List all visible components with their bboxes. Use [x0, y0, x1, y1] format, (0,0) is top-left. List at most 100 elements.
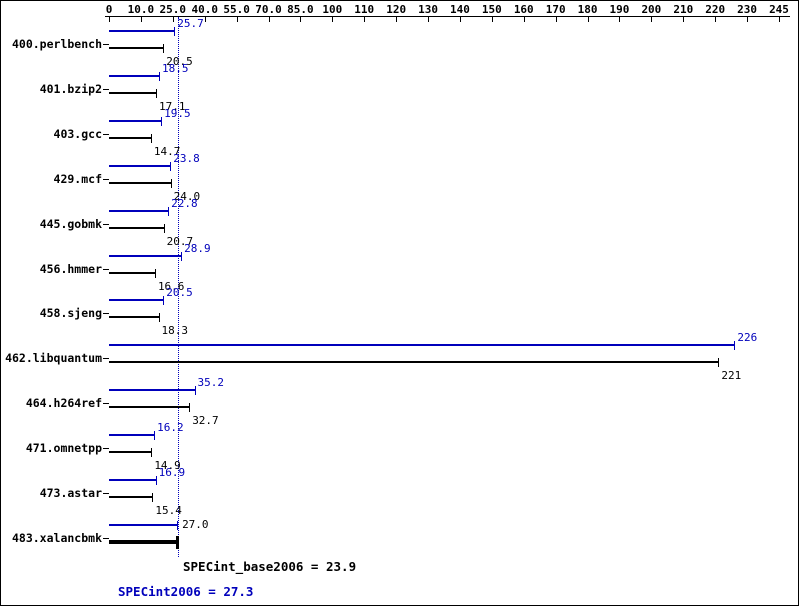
axis-tick-mark — [460, 16, 461, 22]
base-value-label: 32.7 — [192, 414, 219, 428]
axis-tick-mark — [779, 16, 780, 22]
base-bar — [109, 451, 152, 454]
axis-tick-mark — [109, 16, 110, 22]
peak-bar-endtick — [159, 71, 160, 81]
axis-tick-label: 230 — [737, 3, 758, 16]
base-value-label: 14.7 — [153, 144, 181, 158]
peak-value-label: 23.8 — [173, 151, 200, 165]
base-bar-endtick — [151, 133, 152, 143]
axis-tick-label: 210 — [673, 3, 694, 16]
base-bar-endtick — [164, 223, 165, 233]
axis-tick-label: 190 — [609, 3, 630, 16]
axis-tick-label: 140 — [450, 3, 470, 16]
benchmark-label: 445.gobmk — [39, 216, 102, 231]
base-bar — [109, 91, 156, 94]
peak-value-label: 35.2 — [197, 376, 225, 390]
base-value-label: 221 — [721, 369, 742, 383]
axis-tick-label: 85.0 — [287, 3, 314, 16]
peak-bar-endtick — [163, 296, 164, 306]
peak-bar-endtick — [161, 116, 162, 126]
peak-bar — [109, 523, 178, 526]
x-axis-line — [105, 16, 790, 17]
base-bar — [109, 406, 190, 409]
base-bar-endtick — [155, 268, 156, 278]
label-connector — [103, 89, 109, 90]
peak-value-label: 18.5 — [161, 61, 189, 75]
axis-tick-label: 180 — [577, 3, 598, 16]
axis-tick-mark — [237, 16, 238, 22]
label-connector — [103, 269, 109, 270]
axis-tick-label: 55.0 — [223, 3, 250, 16]
label-connector — [103, 179, 109, 180]
label-connector — [103, 134, 109, 135]
peak-bar-endtick — [195, 386, 196, 396]
axis-tick-label: 0 — [105, 3, 113, 16]
axis-tick-mark — [524, 16, 525, 22]
axis-tick-label: 170 — [545, 3, 566, 16]
axis-tick-mark — [205, 16, 206, 22]
peak-bar-endtick — [177, 520, 178, 530]
base-bar — [109, 539, 178, 544]
base-value-label: 16.6 — [157, 279, 185, 293]
axis-tick-label: 110 — [354, 3, 375, 16]
label-connector — [103, 313, 109, 314]
axis-tick-mark — [683, 16, 684, 22]
peak-bar — [109, 254, 182, 257]
axis-tick-label: 150 — [481, 3, 502, 16]
base-bar-endtick — [163, 44, 164, 53]
peak-value-label: 20.5 — [166, 286, 193, 300]
axis-tick-label: 130 — [418, 3, 438, 16]
peak-value-label: 22.8 — [171, 196, 198, 210]
label-connector — [103, 224, 109, 225]
label-connector — [103, 44, 109, 45]
axis-tick-mark — [364, 16, 365, 22]
peak-bar — [109, 119, 162, 122]
axis-tick-mark — [747, 16, 748, 22]
base-bar-endtick — [151, 448, 152, 458]
base-value-label: 24.0 — [173, 189, 201, 203]
peak-bar-endtick — [181, 251, 182, 261]
peak-value-label: 19.5 — [164, 106, 191, 120]
benchmark-label: 401.bzip2 — [39, 81, 102, 96]
benchmark-label: 462.libquantum — [5, 351, 102, 366]
axis-tick-label: 160 — [513, 3, 534, 16]
benchmark-label: 471.omnetpp — [25, 441, 102, 456]
axis-tick-mark — [141, 16, 142, 22]
axis-tick-label: 25.0 — [159, 3, 187, 16]
axis-tick-label: 200 — [641, 3, 662, 16]
base-bar-endtick — [152, 493, 153, 502]
base-bar-endtick — [156, 88, 157, 98]
peak-bar — [109, 209, 169, 212]
base-value-label: 27.0 — [182, 517, 209, 531]
axis-tick-mark — [492, 16, 493, 22]
peak-bar — [109, 30, 175, 32]
peak-bar — [109, 389, 195, 392]
base-bar-endtick — [159, 313, 160, 323]
benchmark-label: 464.h264ref — [25, 396, 102, 411]
base-bar — [109, 226, 164, 229]
peak-bar-endtick — [168, 206, 169, 216]
benchmark-label: 483.xalancbmk — [11, 530, 102, 545]
peak-bar — [109, 164, 171, 167]
axis-tick-mark — [173, 16, 174, 22]
benchmark-label: 473.astar — [39, 486, 102, 500]
base-result-text: SPECint_base2006 = 23.9 — [183, 559, 357, 574]
peak-bar-endtick — [156, 476, 157, 485]
axis-tick-mark — [269, 16, 270, 22]
peak-value-label: 16.9 — [158, 466, 186, 479]
base-value-label: 20.5 — [166, 55, 193, 68]
axis-tick-mark — [588, 16, 589, 22]
axis-tick-mark — [556, 16, 557, 22]
peak-bar — [109, 479, 156, 481]
axis-tick-label: 10.0 — [127, 3, 155, 16]
peak-reference-line — [178, 17, 179, 557]
base-bar-endtick — [189, 403, 190, 413]
benchmark-label: 403.gcc — [53, 126, 102, 141]
peak-bar — [109, 299, 164, 302]
label-connector — [103, 403, 109, 404]
benchmark-label: 429.mcf — [53, 171, 102, 186]
base-bar — [109, 316, 159, 319]
base-value-label: 20.7 — [166, 234, 194, 248]
peak-value-label: 226 — [737, 331, 758, 345]
